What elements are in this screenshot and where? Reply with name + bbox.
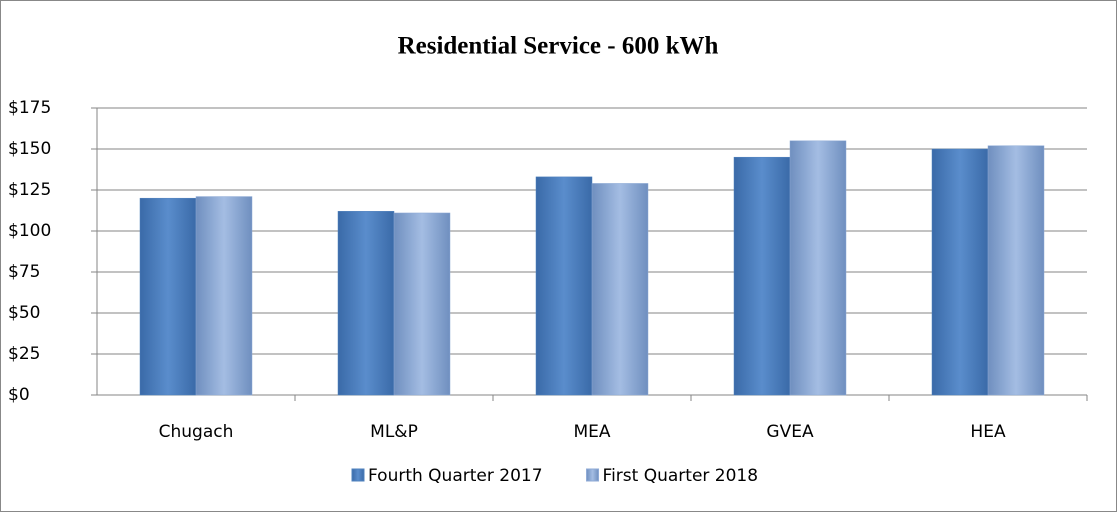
bar bbox=[733, 156, 791, 396]
y-tick-label: $25 bbox=[8, 344, 40, 364]
legend-swatch bbox=[586, 468, 600, 482]
bar bbox=[139, 197, 197, 396]
y-tick-label: $100 bbox=[8, 221, 51, 241]
x-tick-label: GVEA bbox=[766, 422, 814, 442]
x-tick-label: HEA bbox=[970, 422, 1006, 442]
bar bbox=[535, 176, 593, 396]
bar bbox=[337, 211, 395, 396]
legend-swatch bbox=[351, 468, 365, 482]
y-tick-label: $0 bbox=[8, 385, 30, 405]
chart-title: Residential Service - 600 kWh bbox=[398, 33, 719, 60]
y-tick-label: $50 bbox=[8, 303, 40, 323]
bar bbox=[987, 145, 1045, 396]
x-tick-label: MEA bbox=[573, 422, 610, 442]
bar bbox=[931, 148, 989, 396]
y-tick-label: $175 bbox=[8, 98, 51, 118]
legend-label: Fourth Quarter 2017 bbox=[368, 466, 543, 486]
bar bbox=[393, 212, 451, 396]
bar bbox=[789, 140, 847, 396]
x-tick-label: Chugach bbox=[159, 422, 234, 442]
y-tick-label: $150 bbox=[8, 139, 51, 159]
y-tick-label: $75 bbox=[8, 262, 40, 282]
y-tick-label: $125 bbox=[8, 180, 51, 200]
bar bbox=[591, 183, 649, 396]
bar bbox=[195, 196, 253, 396]
legend-label: First Quarter 2018 bbox=[603, 466, 759, 486]
x-tick-label: ML&P bbox=[370, 422, 418, 442]
